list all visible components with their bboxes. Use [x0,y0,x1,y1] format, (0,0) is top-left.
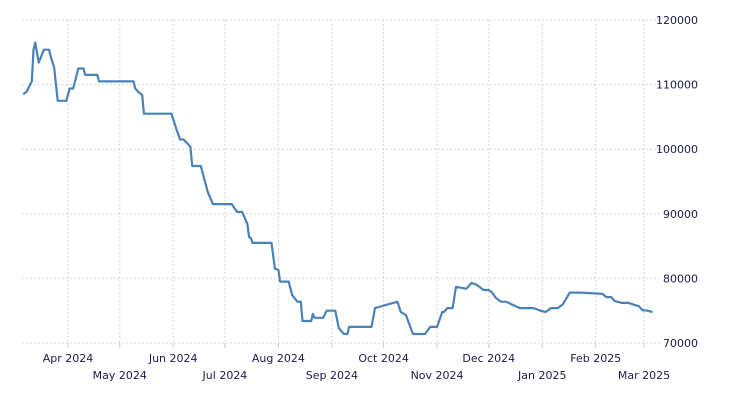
y-tick-label: 100000 [656,143,698,156]
y-tick-label: 90000 [663,208,698,221]
x-tick-label: Apr 2024 [43,352,94,365]
x-tick-label: Nov 2024 [411,369,464,382]
x-tick-label: Dec 2024 [462,352,515,365]
x-tick-label: Jul 2024 [202,369,248,382]
x-tick-label: Sep 2024 [306,369,358,382]
x-tick-label: Oct 2024 [358,352,409,365]
y-tick-label: 120000 [656,14,698,27]
x-tick-label: Feb 2025 [570,352,621,365]
y-tick-label: 110000 [656,79,698,92]
x-tick-label: Aug 2024 [252,352,305,365]
horizontal-gridlines [22,19,660,344]
x-tick-label: May 2024 [93,369,147,382]
vertical-gridlines [67,20,645,348]
y-tick-label: 80000 [663,272,698,285]
y-tick-label: 70000 [663,337,698,350]
series-line [22,41,653,336]
y-axis-tick-labels: 70000 80000 90000 100000 110000 120000 [656,14,698,350]
x-tick-label: Jun 2024 [148,352,198,365]
x-tick-label: Jan 2025 [517,369,566,382]
x-tick-label: Mar 2025 [618,369,670,382]
